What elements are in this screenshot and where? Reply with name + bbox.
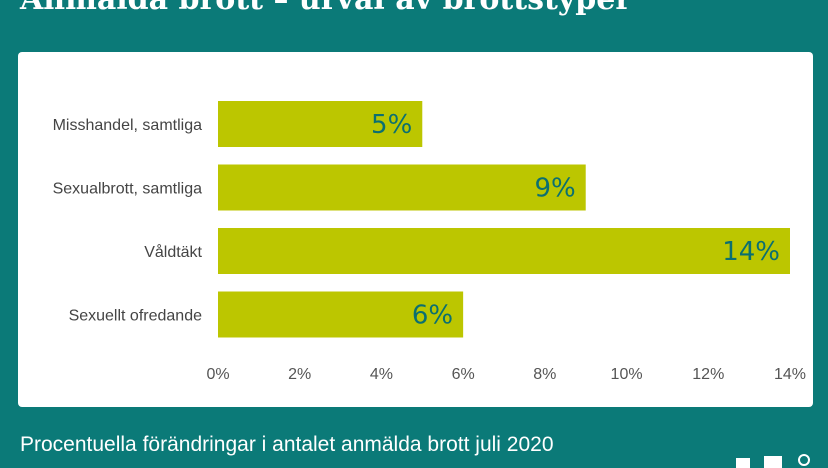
bar	[218, 291, 464, 338]
logo-mark-icon	[736, 454, 810, 468]
x-tick-label: 2%	[288, 366, 311, 383]
data-label: 5%	[371, 110, 412, 140]
x-tick-label: 0%	[206, 366, 229, 383]
chart-subtitle: Procentuella förändringar i antalet anmä…	[20, 433, 554, 456]
bar	[218, 101, 423, 147]
x-tick-label: 6%	[452, 366, 475, 383]
x-tick-label: 10%	[611, 366, 643, 383]
bar	[218, 228, 790, 274]
x-tick-label: 14%	[774, 366, 806, 383]
data-label: 9%	[534, 174, 575, 204]
bar	[218, 164, 586, 211]
x-tick-label: 8%	[533, 366, 556, 383]
data-label: 6%	[412, 301, 453, 331]
bar-chart: Misshandel, samtliga 5% Sexualbrott, samtl…	[53, 101, 806, 383]
category-label: Våldtäkt	[144, 243, 202, 261]
x-tick-label: 12%	[692, 366, 724, 383]
page-title: Anmälda brott – urval av brottstyper	[20, 0, 631, 18]
chart-panel: Misshandel, samtliga 5% Sexualbrott, samtl…	[18, 52, 813, 407]
category-label: Sexualbrott, samtliga	[53, 181, 203, 198]
data-label: 14%	[722, 237, 780, 267]
x-tick-label: 4%	[370, 366, 393, 383]
category-label: Sexuellt ofredande	[69, 308, 203, 325]
category-label: Misshandel, samtliga	[53, 117, 203, 134]
